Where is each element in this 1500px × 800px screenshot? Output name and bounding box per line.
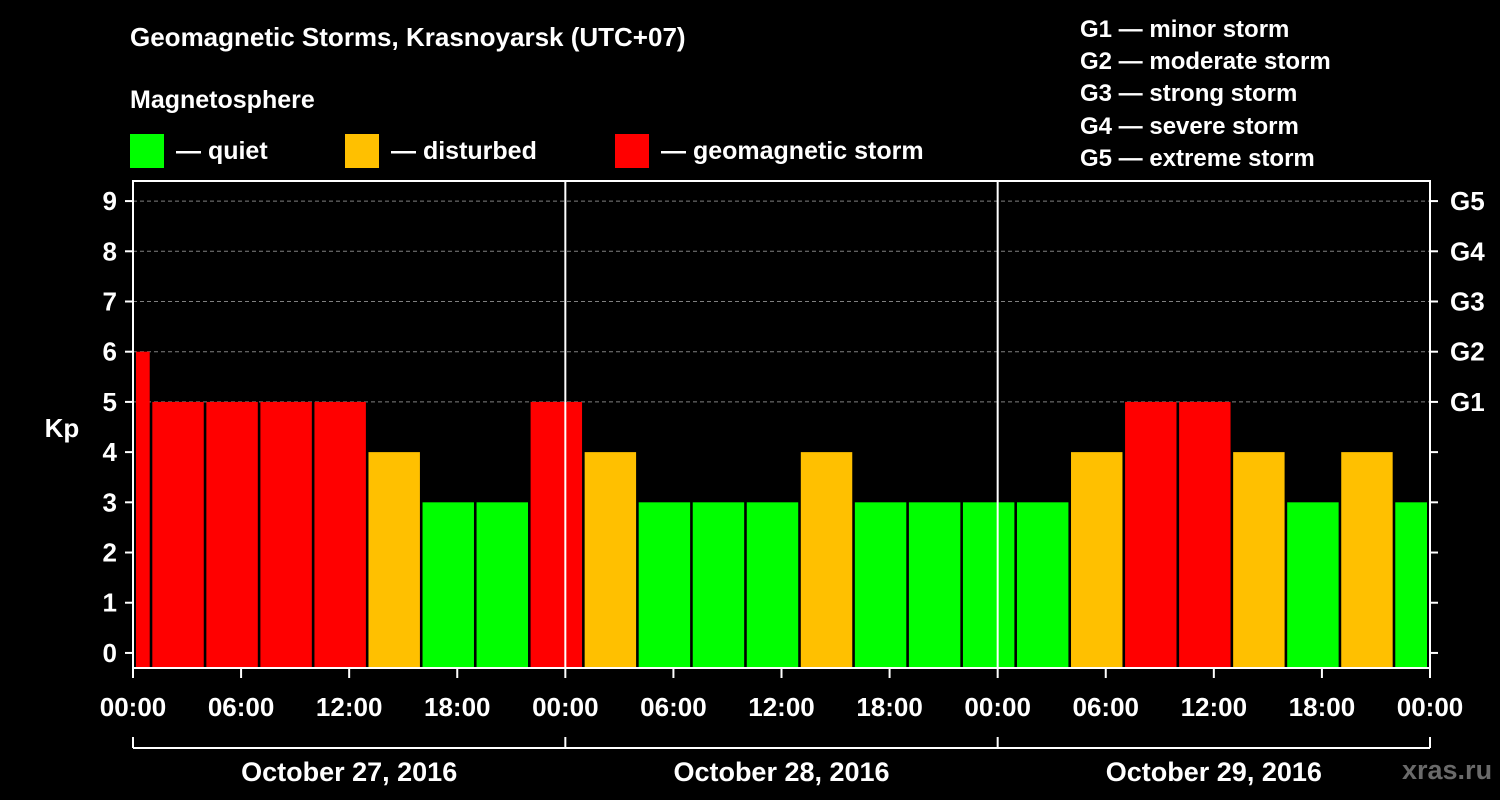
day-label-1: October 28, 2016 xyxy=(673,757,889,787)
x-tick-label-0: 00:00 xyxy=(100,692,167,722)
day-label-2: October 29, 2016 xyxy=(1106,757,1322,787)
kp-bar-7 xyxy=(477,502,528,668)
y-tick-label-4: 4 xyxy=(103,437,118,467)
kp-bar-10 xyxy=(639,502,690,668)
kp-bar-15 xyxy=(909,502,960,668)
x-tick-label-11: 18:00 xyxy=(1289,692,1356,722)
x-tick-label-12: 00:00 xyxy=(1397,692,1464,722)
kp-bar-22 xyxy=(1287,502,1338,668)
kp-bar-17 xyxy=(1017,502,1068,668)
y-tick-label-8: 8 xyxy=(103,236,117,266)
y-tick-label-3: 3 xyxy=(103,487,117,517)
kp-bar-5 xyxy=(368,452,419,668)
kp-bar-24 xyxy=(1395,502,1427,668)
kp-bar-14 xyxy=(855,502,906,668)
x-tick-label-1: 06:00 xyxy=(208,692,275,722)
y-tick-label-7: 7 xyxy=(103,286,117,316)
kp-bar-18 xyxy=(1071,452,1122,668)
kp-bar-3 xyxy=(260,402,311,668)
g-level-label-G3: G3 xyxy=(1450,286,1485,316)
kp-bar-13 xyxy=(801,452,852,668)
kp-bar-20 xyxy=(1179,402,1230,668)
kp-bar-12 xyxy=(747,502,798,668)
y-tick-label-9: 9 xyxy=(103,186,117,216)
kp-bar-8 xyxy=(531,402,582,668)
y-tick-label-6: 6 xyxy=(103,337,117,367)
kp-bar-19 xyxy=(1125,402,1176,668)
kp-bar-16 xyxy=(963,502,1014,668)
kp-bar-4 xyxy=(314,402,365,668)
x-tick-label-8: 00:00 xyxy=(964,692,1031,722)
kp-bar-6 xyxy=(423,502,474,668)
x-tick-label-4: 00:00 xyxy=(532,692,599,722)
y-tick-label-0: 0 xyxy=(103,638,117,668)
x-tick-label-6: 12:00 xyxy=(748,692,815,722)
g-level-label-G5: G5 xyxy=(1450,186,1485,216)
kp-bar-0 xyxy=(136,352,150,668)
kp-bar-9 xyxy=(585,452,636,668)
kp-bar-21 xyxy=(1233,452,1284,668)
kp-bar-2 xyxy=(206,402,257,668)
x-tick-label-3: 18:00 xyxy=(424,692,491,722)
watermark: xras.ru xyxy=(1402,755,1492,786)
kp-bar-chart: 0 1 2 3 4 5 6 7 8 9 G1 G2 G3 G4 G5 Kp 00:00 06:00 12:00 18:… xyxy=(0,0,1500,800)
kp-bar-11 xyxy=(693,502,744,668)
x-tick-label-10: 12:00 xyxy=(1181,692,1248,722)
kp-bar-23 xyxy=(1341,452,1392,668)
kp-bar-1 xyxy=(152,402,203,668)
x-tick-label-7: 18:00 xyxy=(856,692,923,722)
g-level-label-G4: G4 xyxy=(1450,236,1485,266)
y-tick-label-1: 1 xyxy=(103,588,117,618)
day-label-0: October 27, 2016 xyxy=(241,757,457,787)
y-tick-label-5: 5 xyxy=(103,387,117,417)
g-level-label-G2: G2 xyxy=(1450,337,1485,367)
y-axis-label: Kp xyxy=(45,413,80,443)
x-tick-label-9: 06:00 xyxy=(1073,692,1140,722)
x-tick-label-2: 12:00 xyxy=(316,692,383,722)
x-tick-label-5: 06:00 xyxy=(640,692,707,722)
g-level-label-G1: G1 xyxy=(1450,387,1485,417)
y-tick-label-2: 2 xyxy=(103,538,117,568)
